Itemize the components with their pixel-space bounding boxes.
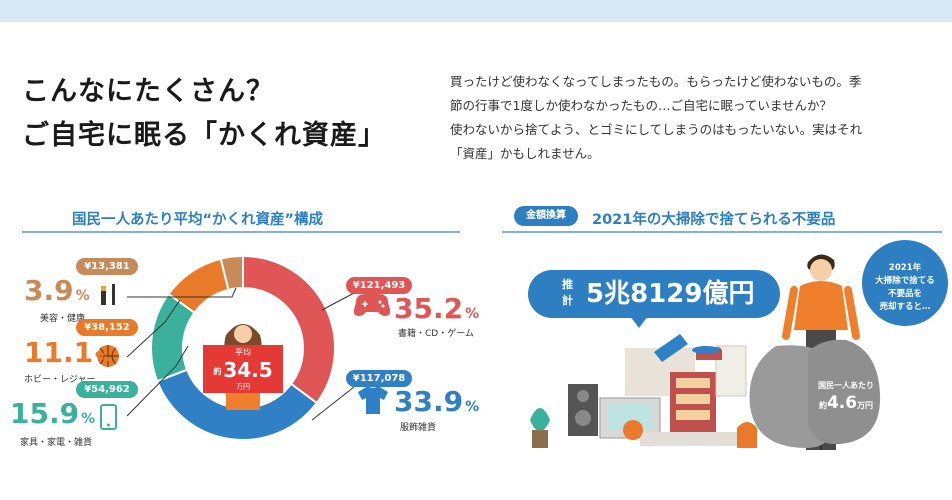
- percent-books-unit: %: [465, 306, 480, 322]
- game-controller-icon: [353, 294, 391, 316]
- percent-clothes: 33.9%: [394, 388, 479, 416]
- average-badge: 平均 約 34.5 万円: [203, 345, 283, 393]
- amount-pill-books: ¥121,493: [346, 277, 412, 294]
- estimate-amount: 5兆8129億円: [586, 279, 755, 309]
- right-section-rule: [502, 231, 942, 233]
- average-value-row: 約 34.5: [203, 359, 283, 383]
- percent-hobby-value: 11.1: [24, 336, 94, 369]
- slice-beauty: [219, 254, 244, 292]
- leader-line-beauty: [127, 287, 237, 298]
- average-unit: 万円: [236, 382, 250, 391]
- percent-beauty-unit: %: [75, 288, 90, 304]
- amount-conversion-tag: 金額換算: [514, 206, 578, 226]
- percent-clothes-value: 33.9: [394, 385, 464, 418]
- percent-home-value: 15.9: [10, 397, 80, 430]
- percent-home-unit: %: [81, 411, 96, 427]
- per-person-unit: 万円: [857, 401, 874, 410]
- pile-of-items-illustration: [530, 334, 757, 448]
- label-books: 書籍・CD・ゲーム: [398, 329, 474, 339]
- percent-beauty-value: 3.9: [24, 274, 74, 307]
- left-section-title: 国民一人あたり平均“かくれ資産”構成: [72, 212, 324, 228]
- per-person-prefix: 約: [818, 401, 827, 410]
- average-caption: 平均: [235, 348, 251, 357]
- per-person-amount: 4.6: [826, 393, 858, 413]
- slice-books: [242, 254, 336, 405]
- intro-line-2: 節の行事で1度しか使わなかったもの…ご自宅に眠っていませんか？: [450, 98, 832, 113]
- leader-line-clothes: [311, 386, 355, 421]
- sell-note-line-4: 売却すると…: [879, 302, 931, 312]
- per-person-amount-row: 約4.6万円: [802, 393, 890, 413]
- estimate-prefix: 推計: [562, 278, 573, 307]
- amount-pill-beauty: ¥13,381: [76, 258, 138, 275]
- leader-line-books: [321, 292, 355, 311]
- average-prefix: 約: [213, 366, 222, 376]
- amount-pill-clothes: ¥117,078: [346, 370, 412, 387]
- intro-text: 買ったけど使わなくなってしまったもの。もらったけど使わないもの。季 節の行事で1…: [450, 70, 940, 166]
- label-home: 家具・家電・雑貨: [20, 438, 93, 448]
- label-clothes: 服飾雑貨: [400, 423, 437, 433]
- sell-note-line-2: 大掃除で捨てる: [875, 276, 935, 286]
- basketball-icon: [97, 345, 119, 367]
- percent-hobby-unit: %: [95, 350, 110, 366]
- percent-books-value: 35.2: [394, 292, 464, 325]
- intro-line-4: 「資産」かもしれません。: [450, 146, 600, 161]
- t-shirt-icon: [358, 386, 388, 414]
- sell-note-circle: 2021年 大掃除で捨てる 不要品を 売却すると…: [862, 240, 948, 326]
- right-section-title: 2021年の大掃除で捨てられる不要品: [592, 212, 836, 228]
- amount-pill-hobby: ¥38,152: [76, 319, 138, 336]
- cosmetics-icon: [101, 284, 115, 305]
- average-value: 34.5: [223, 358, 273, 382]
- estimate-bubble: 推計 5兆8129億円: [528, 270, 780, 318]
- percent-beauty: 3.9%: [24, 277, 90, 305]
- percent-hobby: 11.1%: [24, 339, 109, 367]
- percent-clothes-unit: %: [465, 399, 480, 415]
- smartphone-icon: [100, 404, 117, 430]
- garbage-bags: [749, 339, 881, 448]
- headline-line-2: ご自宅に眠る「かくれ資産」: [22, 120, 386, 151]
- sell-note-line-1: 2021年: [888, 263, 922, 273]
- intro-line-1: 買ったけど使わなくなってしまったもの。もらったけど使わないもの。季: [450, 74, 862, 89]
- top-banner-strip: [0, 0, 952, 22]
- headline: こんなにたくさん？ ご自宅に眠る「かくれ資産」: [22, 70, 422, 158]
- per-person-caption: 国民一人あたり: [818, 381, 874, 390]
- leader-lines: [126, 287, 355, 421]
- estimate-bubble-tail: [630, 316, 648, 328]
- leader-line-home: [126, 345, 189, 417]
- per-person-bag-label: 国民一人あたり 約4.6万円: [802, 380, 890, 413]
- amount-pill-home: ¥54,962: [76, 381, 138, 398]
- headline-line-1: こんなにたくさん？: [22, 76, 274, 107]
- left-section-rule: [22, 231, 460, 233]
- percent-books: 35.2%: [394, 295, 479, 323]
- label-beauty: 美容・健康: [40, 314, 86, 324]
- label-hobby: ホビー・レジャー: [24, 375, 96, 385]
- sell-note-line-3: 不要品を: [887, 289, 922, 299]
- percent-home: 15.9%: [10, 400, 95, 428]
- intro-line-3: 使わないから捨てよう、とゴミにしてしまうのはもったいない。実はそれ: [450, 122, 863, 137]
- leader-line-hobby: [126, 299, 181, 358]
- donut-chart: [150, 254, 336, 441]
